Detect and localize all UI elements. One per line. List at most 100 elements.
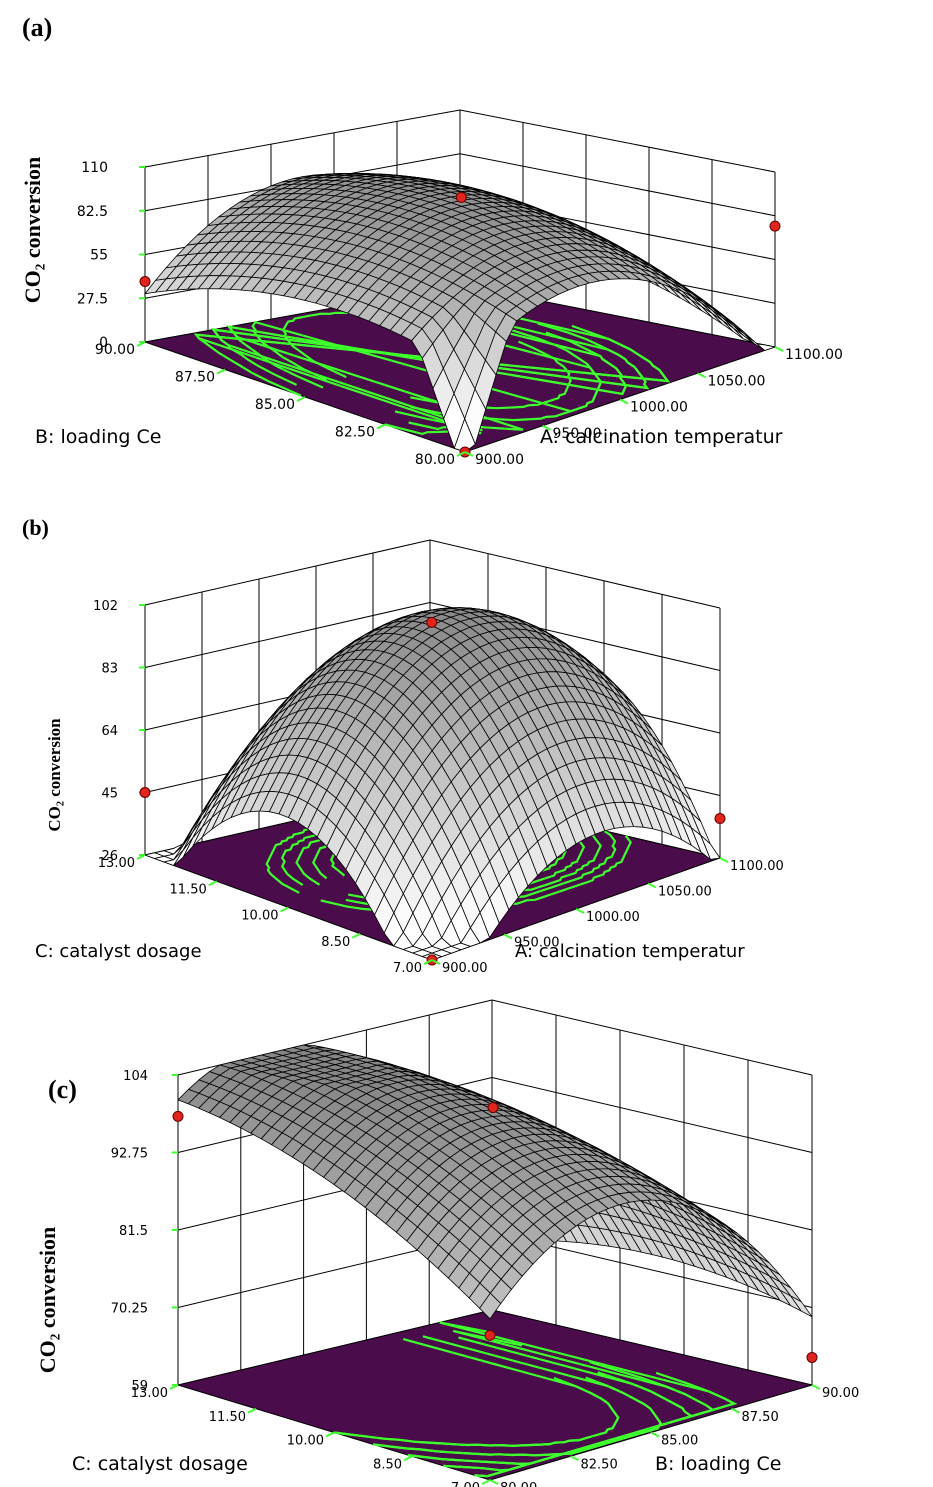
z-tick-label: 92.75	[111, 1147, 148, 1162]
z-axis: 110 82.5 55 27.5 0	[77, 160, 146, 351]
x-tick-label: 950.00	[514, 936, 560, 951]
z-axis-label: CO₂ conversion	[35, 1227, 60, 1374]
contour-line	[193, 295, 671, 397]
z-tick-label: 59	[131, 1379, 148, 1394]
design-points	[172, 1102, 818, 1363]
y-axis: 7.00 8.50 10.00 11.50 13.00	[98, 854, 433, 976]
y-tick-mark	[481, 1479, 491, 1485]
design-point	[172, 1110, 184, 1122]
z-tick-label: 104	[123, 1069, 148, 1084]
contour-line	[333, 1338, 620, 1447]
z-axis-label: CO₂ conversion	[20, 157, 45, 304]
y-axis: 7.00 8.50 10.00 11.50 13.00	[131, 1384, 491, 1487]
y-axis-label: B: loading Ce	[35, 426, 161, 448]
response-surface	[177, 1044, 813, 1320]
design-point	[139, 276, 151, 288]
x-tick-mark	[570, 1455, 579, 1462]
y-tick-mark	[169, 1384, 179, 1390]
y-tick-mark	[247, 1407, 257, 1414]
design-point	[769, 220, 781, 232]
design-point	[487, 1102, 499, 1114]
x-tick-label: 1050.00	[708, 373, 766, 389]
y-tick-mark	[296, 396, 306, 402]
y-tick-label: 80.00	[415, 452, 455, 468]
wall-gridline	[491, 999, 813, 1076]
y-axis-label: C: catalyst dosage	[72, 1453, 248, 1475]
y-tick-label: 13.00	[98, 856, 135, 871]
z-axis-label: CO₂ conversion	[45, 718, 64, 832]
z-tick-label: 83	[101, 662, 118, 677]
x-axis: 900.00 950.00 1000.00 1050.00 1100.00	[464, 346, 843, 468]
panel-label: (c)	[48, 1075, 77, 1104]
y-tick-label: 85.00	[255, 397, 295, 413]
x-tick-label: 80.00	[500, 1481, 537, 1487]
z-tick-label: 110	[81, 160, 108, 176]
contour-floor	[176, 1309, 814, 1481]
x-axis: 80.00 82.50 85.00 87.50 90.00	[489, 1384, 859, 1487]
z-tick-label: 64	[101, 724, 118, 739]
x-axis-label: B: loading Ce	[655, 1453, 781, 1475]
y-tick-mark	[208, 880, 218, 887]
y-tick-mark	[325, 1431, 335, 1438]
contour-line	[372, 1335, 662, 1457]
y-tick-label: 7.00	[393, 961, 422, 976]
response-surface	[144, 172, 777, 453]
contour-line	[439, 1321, 738, 1478]
y-tick-label: 90.00	[95, 342, 135, 358]
contour-line	[409, 340, 573, 410]
x-tick-label: 950.00	[553, 426, 602, 442]
chart-panel-c: 104 92.75 81.5 70.25 59 80.00 82.50 85.00 87.50 9…	[35, 999, 859, 1487]
z-axis: 104 92.75 81.5 70.25 59	[111, 1069, 179, 1394]
z-tick-label: 45	[101, 787, 118, 802]
y-tick-mark	[456, 451, 466, 457]
y-tick-mark	[136, 854, 146, 860]
wall-gridline	[429, 539, 721, 609]
y-tick-label: 8.50	[321, 935, 350, 950]
x-tick-mark	[489, 1479, 499, 1485]
x-tick-mark	[464, 451, 474, 457]
contour-line	[226, 300, 628, 396]
x-tick-label: 900.00	[475, 452, 524, 468]
design-point	[139, 787, 151, 798]
x-tick-mark	[650, 1431, 660, 1438]
y-tick-mark	[280, 906, 289, 913]
chart-panel-a: 110 82.5 55 27.5 0 900.00 950.00 1000.00 1050.00…	[20, 13, 843, 468]
z-tick-label: 82.5	[77, 204, 108, 220]
y-tick-label: 10.00	[241, 909, 278, 924]
response-surface	[143, 607, 721, 961]
contour-line	[210, 296, 650, 390]
x-tick-label: 82.50	[581, 1457, 618, 1472]
wall-gridline	[491, 1077, 813, 1153]
wall-gridline	[144, 109, 461, 168]
surface-cell	[453, 417, 476, 453]
x-tick-mark	[542, 424, 551, 431]
y-tick-mark	[136, 341, 146, 347]
x-tick-label: 1100.00	[785, 347, 843, 363]
x-tick-label: 87.50	[742, 1410, 779, 1425]
y-tick-mark	[376, 423, 386, 430]
x-tick-mark	[774, 346, 784, 352]
z-tick-label: 0	[99, 335, 108, 351]
design-point	[484, 1329, 496, 1341]
z-tick-label: 26	[101, 849, 118, 864]
x-tick-mark	[697, 372, 706, 379]
chart-panel-b: 102 83 64 45 26 900.00 950.00 1000.00 1050.00 110…	[22, 515, 784, 976]
x-axis-label: A: calcination temperatur	[540, 426, 783, 448]
x-tick-label: 1000.00	[630, 400, 688, 416]
x-tick-label: 1050.00	[658, 885, 712, 900]
y-tick-label: 10.00	[287, 1434, 324, 1449]
y-tick-label: 13.00	[131, 1386, 168, 1401]
design-point	[426, 616, 438, 628]
x-tick-label: 900.00	[442, 961, 488, 976]
design-point	[714, 813, 726, 825]
x-tick-mark	[719, 857, 729, 863]
x-tick-label: 1000.00	[586, 910, 640, 925]
x-tick-label: 85.00	[661, 1434, 698, 1449]
contour-line	[407, 1336, 694, 1466]
design-points	[139, 616, 726, 966]
wall-gridline	[459, 153, 776, 217]
wall-gridline	[144, 602, 431, 668]
panel-label: (a)	[22, 13, 52, 42]
x-tick-mark	[647, 882, 657, 889]
